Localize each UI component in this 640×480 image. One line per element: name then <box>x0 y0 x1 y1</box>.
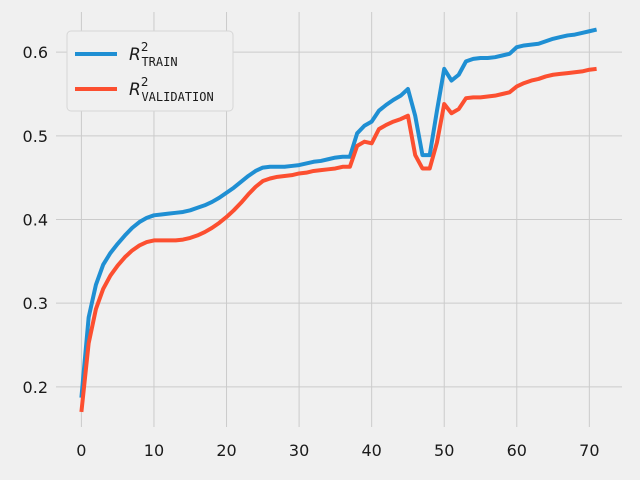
x-tick-label: 0 <box>76 441 86 460</box>
series-line-validation <box>79 66 597 413</box>
x-tick-label: 20 <box>216 441 236 460</box>
legend: R2 TRAIN R2 VALIDATION <box>66 30 234 112</box>
x-tick-label: 10 <box>144 441 164 460</box>
y-tick-label: 0.5 <box>23 127 48 146</box>
y-tick-label: 0.2 <box>23 378 48 397</box>
legend-label: R2 TRAIN <box>129 40 178 69</box>
series-lines <box>79 27 598 413</box>
x-tick-label: 40 <box>361 441 381 460</box>
y-tick-label: 0.6 <box>23 43 48 62</box>
x-tick-label: 50 <box>434 441 454 460</box>
y-tick-label: 0.4 <box>23 211 48 230</box>
legend-label: R2 VALIDATION <box>129 75 214 104</box>
tick-labels: 0 10 20 30 40 50 60 70 0.2 0.3 0.4 0.5 0.6 <box>23 43 600 460</box>
x-tick-label: 70 <box>579 441 599 460</box>
x-tick-label: 60 <box>507 441 527 460</box>
series-line-train <box>79 27 598 398</box>
y-tick-label: 0.3 <box>23 294 48 313</box>
x-tick-label: 30 <box>289 441 309 460</box>
